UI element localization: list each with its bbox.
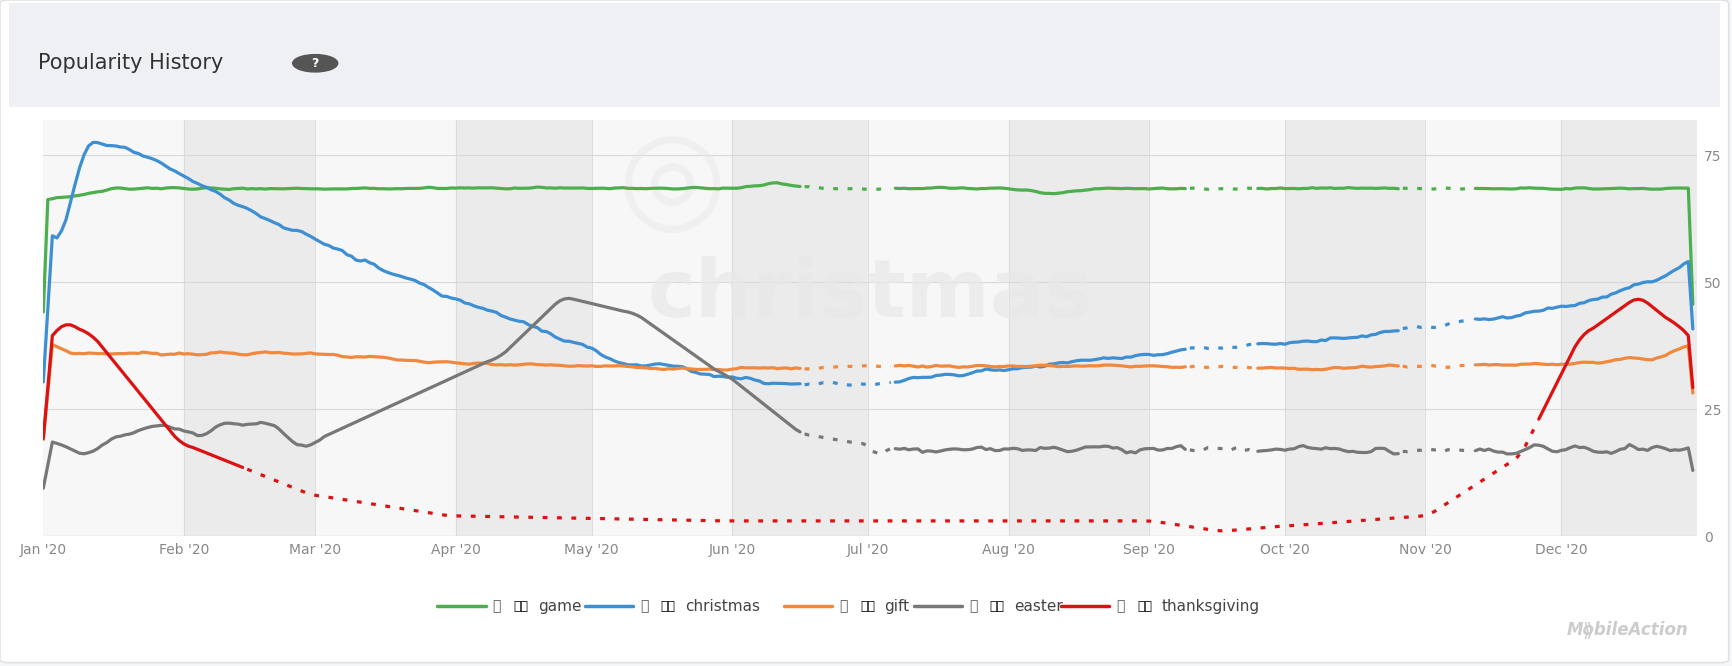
Text: 🇺🇸: 🇺🇸 [662,599,675,613]
Text: 🇺🇸: 🇺🇸 [859,599,875,613]
Bar [315,120,456,536]
Bar [868,120,1008,536]
Text: ⟫: ⟫ [1583,620,1593,639]
Text: 🇺🇸: 🇺🇸 [991,599,1005,613]
Bar [733,120,868,536]
Bar [1148,120,1285,536]
Bar [1425,120,1562,536]
Text: Popularity History: Popularity History [38,53,223,73]
Bar [456,120,592,536]
Text: ?: ? [312,57,319,70]
Text: 🇺🇸: 🇺🇸 [513,599,528,613]
Text: :  [1115,599,1124,613]
Text: game: game [537,599,582,613]
Text: :  [641,599,648,613]
Text: :  [492,599,501,613]
Text: MobileAction: MobileAction [1567,621,1689,639]
Text: 🇺🇸: 🇺🇸 [1136,599,1152,613]
Bar [43,120,184,536]
Text: :  [970,599,977,613]
Bar [1285,120,1425,536]
Text: christmas: christmas [648,256,1093,334]
Text: christmas: christmas [686,599,760,613]
Text: gift: gift [885,599,909,613]
Text: ◎: ◎ [617,122,726,243]
Bar [1008,120,1148,536]
Bar [184,120,315,536]
Text: :  [840,599,847,613]
Text: easter: easter [1015,599,1063,613]
Bar [1562,120,1697,536]
Text: thanksgiving: thanksgiving [1160,599,1259,613]
Bar [592,120,733,536]
